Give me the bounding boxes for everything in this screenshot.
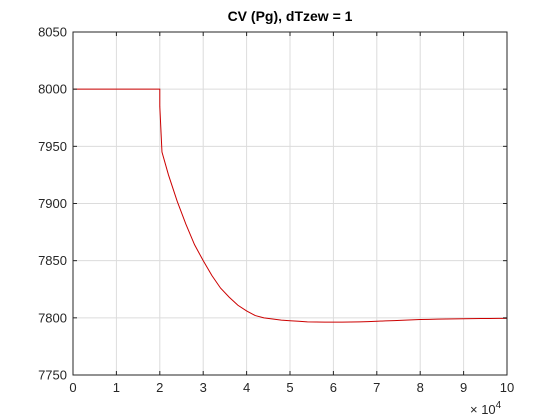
series-line [73,88,507,323]
x-tick-label: 1 [113,380,120,395]
x-tick-label: 0 [69,380,76,395]
y-tick-label: 7800 [38,310,67,325]
x-tick-label: 6 [330,380,337,395]
x-tick-label: 8 [417,380,424,395]
x-axis-exponent: × 104 [470,400,502,417]
x-tick-label: 2 [156,380,163,395]
x-tick-label: 5 [286,380,293,395]
y-tick-label: 7850 [38,253,67,268]
ticks [72,31,508,376]
y-tick-labels: 7750 7800 7850 7900 7950 8000 8050 [38,25,67,383]
y-tick-label: 7950 [38,139,67,154]
x-tick-labels: 0 1 2 3 4 5 6 7 8 9 10 [69,380,514,395]
x-tick-label: 4 [243,380,250,395]
x-tick-label: 3 [200,380,207,395]
x-tick-label: 9 [460,380,467,395]
y-tick-label: 7900 [38,196,67,211]
y-tick-label: 8050 [38,25,67,40]
y-tick-label: 7750 [38,368,67,383]
x-axis-exponent-power: 4 [496,400,502,411]
series-layer [73,88,507,323]
x-tick-label: 10 [500,380,514,395]
x-axis-exponent-base: × 10 [470,402,496,417]
x-tick-label: 7 [373,380,380,395]
chart-title: CV (Pg), dTzew = 1 [228,8,353,24]
y-tick-label: 8000 [38,82,67,97]
